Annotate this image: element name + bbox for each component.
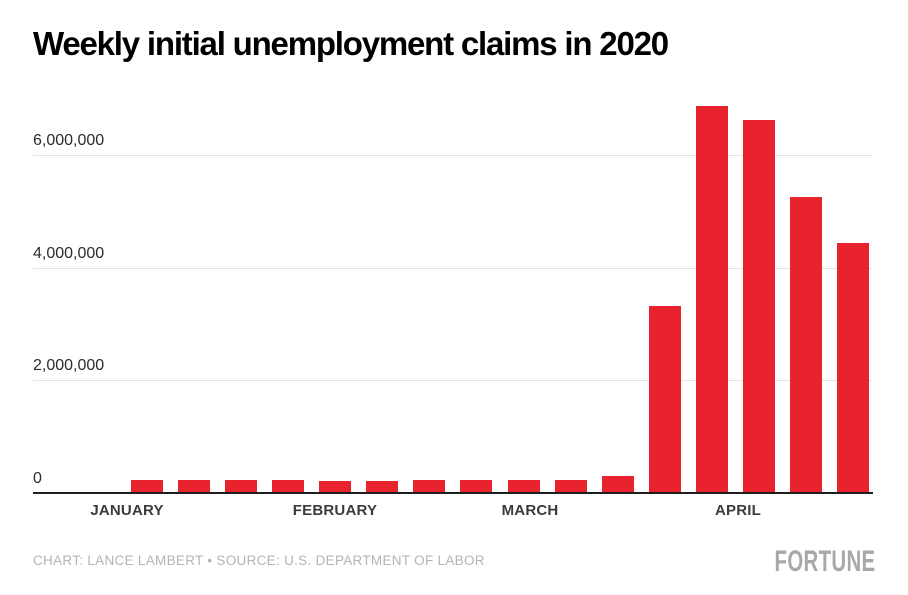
bar bbox=[695, 105, 728, 492]
chart-title: Weekly initial unemployment claims in 20… bbox=[33, 25, 669, 62]
bar bbox=[554, 480, 587, 492]
bar bbox=[225, 480, 258, 492]
month-label: APRIL bbox=[715, 502, 761, 519]
month-label: MARCH bbox=[501, 502, 559, 519]
gridline bbox=[33, 380, 873, 382]
month-label: JANUARY bbox=[90, 502, 164, 519]
y-tick-label: 6,000,000 bbox=[33, 132, 105, 150]
bar bbox=[648, 305, 681, 492]
fortune-logo: FORTUNE bbox=[774, 545, 875, 578]
bar bbox=[837, 242, 870, 492]
bar bbox=[178, 480, 211, 492]
bar bbox=[131, 479, 163, 492]
x-axis-labels: JANUARY FEBRUARY MARCH APRIL bbox=[33, 502, 873, 522]
plot-area: 0 2,000,000 4,000,000 6,000,000 bbox=[33, 100, 873, 494]
bar bbox=[507, 479, 540, 492]
bar bbox=[742, 119, 775, 492]
bar bbox=[601, 476, 634, 492]
bar bbox=[413, 479, 446, 492]
credit-line: CHART: LANCE LAMBERT • SOURCE: U.S. DEPA… bbox=[33, 553, 485, 568]
bar bbox=[789, 196, 822, 492]
x-axis-line bbox=[33, 492, 873, 494]
gridline bbox=[33, 155, 873, 157]
bar bbox=[319, 480, 352, 492]
gridline bbox=[33, 267, 873, 269]
y-tick-label: 2,000,000 bbox=[33, 357, 105, 375]
bar bbox=[366, 480, 399, 492]
month-label: FEBRUARY bbox=[292, 502, 378, 519]
y-tick-label: 4,000,000 bbox=[33, 244, 105, 262]
y-tick-label: 0 bbox=[33, 470, 42, 487]
bar bbox=[460, 479, 493, 492]
bar bbox=[272, 480, 305, 492]
